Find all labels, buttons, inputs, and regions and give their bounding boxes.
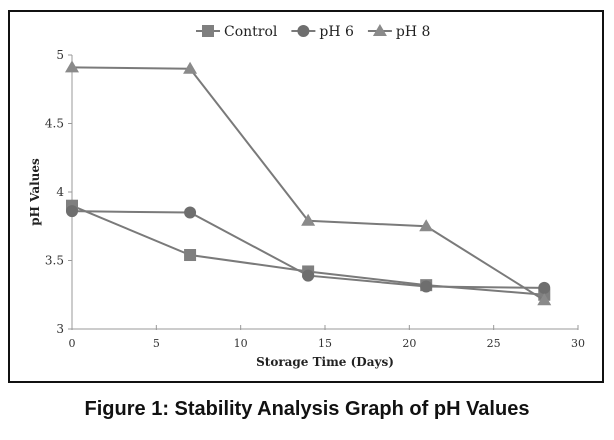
y-tick-label: 3	[56, 322, 64, 336]
legend-label: Control	[224, 24, 278, 40]
legend-marker-triangle	[372, 24, 387, 36]
data-point-triangle	[183, 61, 198, 74]
legend-item: pH 6	[291, 24, 354, 40]
chart-frame	[8, 10, 604, 383]
legend-marker-circle	[297, 25, 310, 37]
x-tick-label: 20	[402, 337, 416, 350]
data-point-triangle	[419, 219, 434, 232]
legend-label: pH 6	[319, 24, 354, 40]
data-point-triangle	[301, 213, 316, 226]
x-tick-label: 10	[234, 337, 248, 350]
x-tick-label: 5	[153, 337, 160, 350]
x-tick-label: 30	[571, 337, 585, 350]
y-tick-label: 4	[56, 185, 64, 199]
data-point-circle	[302, 269, 315, 282]
data-point-triangle	[537, 293, 552, 306]
y-axis-label: pH Values	[28, 158, 42, 226]
x-tick-label: 25	[487, 337, 501, 350]
data-point-circle	[420, 280, 433, 293]
data-point-circle	[184, 206, 197, 219]
legend-marker-square	[202, 25, 214, 37]
data-point-circle	[538, 281, 551, 294]
series-ph-8	[65, 60, 552, 306]
legend-item: pH 8	[367, 24, 431, 40]
data-point-triangle	[65, 60, 79, 73]
y-tick-label: 4.5	[45, 117, 64, 131]
data-point-circle	[66, 205, 78, 218]
series-ph-6	[66, 205, 551, 294]
y-tick-label: 5	[56, 48, 64, 62]
data-point-square	[184, 249, 197, 262]
x-tick-label: 15	[318, 337, 332, 350]
series-line	[71, 66, 545, 302]
x-axis-label: Storage Time (Days)	[256, 355, 394, 369]
x-tick-label: 0	[69, 337, 76, 350]
figure-caption: Figure 1: Stability Analysis Graph of pH…	[84, 398, 530, 420]
legend-item: Control	[196, 24, 278, 40]
legend-label: pH 8	[396, 24, 431, 40]
y-tick-label: 3.5	[45, 254, 64, 268]
